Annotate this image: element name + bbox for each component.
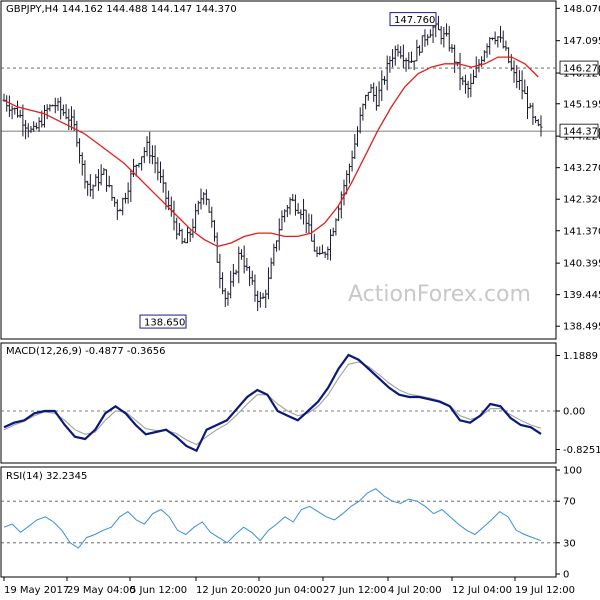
price-y-tick-label: 138.495	[563, 322, 600, 333]
macd-y-tick-label: 0.00	[563, 407, 585, 418]
x-tick-label: 27 Jun 12:00	[323, 585, 387, 596]
annotation-label: 147.760	[394, 15, 435, 26]
ohlc-bar	[539, 115, 543, 137]
x-tick-label: 29 May 04:00	[67, 585, 136, 596]
price-y-tick-label: 148.070	[563, 4, 600, 15]
rsi-panel-title: RSI(14) 32.2345	[6, 471, 87, 482]
x-tick-label: 19 Jul 12:00	[515, 585, 575, 596]
macd-panel-title: MACD(12,26,9) -0.4877 -0.3656	[6, 346, 166, 357]
annotation-label: 138.650	[144, 318, 185, 329]
price-y-tick-label: 143.270	[563, 163, 600, 174]
rsi-panel: RSI(14) 32.2345 100 70 30 0	[0, 466, 582, 581]
price-y-tick-label: 145.195	[563, 99, 600, 110]
x-tick-label: 20 Jun 04:00	[259, 585, 323, 596]
annotation-box	[389, 12, 437, 27]
rsi-y-tick-label: 30	[563, 538, 576, 549]
price-panel: GBPJPY,H4 144.162 144.488 144.147 144.37…	[0, 0, 600, 340]
macd-y-tick-label: -0.8251	[563, 445, 600, 456]
x-tick-label: 4 Jul 20:00	[388, 585, 442, 596]
rsi-y-tick-label: 0	[563, 570, 569, 581]
rsi-panel-border	[0, 466, 557, 578]
macd-line	[3, 353, 542, 453]
price-y-tick-label: 140.395	[563, 259, 600, 270]
moving-average-line	[3, 56, 539, 248]
price-annotation: 138.650	[139, 314, 187, 329]
rsi-line	[3, 488, 542, 549]
x-tick-label: 5 Jun 12:00	[130, 585, 187, 596]
price-level-label: 144.370	[563, 127, 600, 138]
x-tick-label: 12 Jul 04:00	[452, 585, 512, 596]
rsi-y-tick-label: 70	[563, 497, 576, 508]
price-y-tick-label: 147.095	[563, 36, 600, 47]
price-y-tick-label: 141.370	[563, 226, 600, 237]
x-tick-label: 12 Jun 20:00	[196, 585, 260, 596]
price-y-tick-label: 139.445	[563, 290, 600, 301]
x-tick-label: 19 May 2017	[4, 585, 69, 596]
price-annotation: 147.760	[389, 12, 437, 27]
annotation-box	[139, 314, 187, 329]
price-level-label: 146.270	[563, 64, 600, 75]
macd-y-tick-label: 1.1889	[563, 351, 598, 362]
price-level-label-box	[559, 123, 599, 138]
rsi-y-tick-label: 100	[563, 466, 582, 477]
price-panel-title: GBPJPY,H4 144.162 144.488 144.147 144.37…	[6, 4, 237, 15]
macd-panel: MACD(12,26,9) -0.4877 -0.3656 1.1889 0.00…	[0, 342, 600, 464]
macd-panel-border	[0, 342, 557, 464]
watermark: ActionForex.com	[348, 282, 531, 307]
price-panel-border	[0, 0, 557, 340]
price-level-label-box	[559, 60, 599, 75]
price-y-tick-label: 142.320	[563, 195, 600, 206]
